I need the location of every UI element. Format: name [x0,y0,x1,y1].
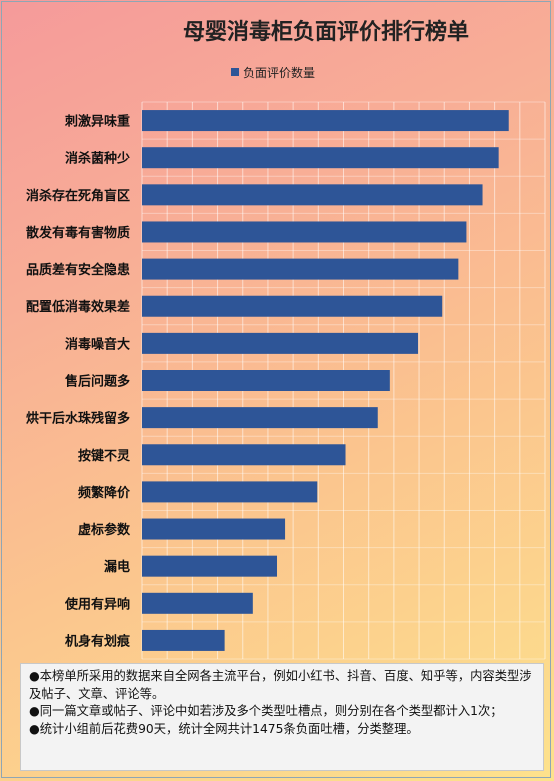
category-label: 使用有异响 [64,596,130,612]
bar [142,444,346,466]
bar [142,629,225,651]
category-label: 散发有毒有害物质 [26,225,130,241]
category-label: 刺激异味重 [65,114,130,130]
chart-title: 母婴消毒柜负面评价排行榜单 [183,19,469,45]
bar [142,147,499,169]
legend-label: 负面评价数量 [243,65,315,80]
bar [142,592,253,614]
bar [142,518,286,540]
bars [142,110,509,651]
category-label: 虚标参数 [78,522,131,538]
category-label: 消杀存在死角盲区 [26,188,130,204]
category-label: 配置低消毒效果差 [26,299,130,315]
category-label: 消杀菌种少 [65,151,130,167]
bar [142,555,278,577]
bar [142,184,483,206]
bar [142,370,390,391]
category-label: 品质差有安全隐患 [26,262,130,278]
category-label: 按键不灵 [78,448,131,464]
bar [142,481,318,503]
category-labels: 刺激异味重消杀菌种少消杀存在死角盲区散发有毒有害物质品质差有安全隐患配置低消毒效… [26,114,131,650]
category-label: 漏电 [104,559,130,575]
category-label: 售后问题多 [65,374,130,390]
bar [142,407,378,429]
note-1: ●本榜单所采用的数据来自全网各主流平台，例如小红书、抖音、百度、知乎等，内容类型… [29,669,532,701]
legend-swatch [231,68,239,76]
note-3: ●统计小组前后花费90天，统计全网共计1475条负面吐槽，分类整理。 [29,721,419,736]
category-label: 机身有划痕 [65,633,131,649]
bar [142,332,419,354]
category-label: 频繁降价 [78,485,131,501]
notes-box: ●本榜单所采用的数据来自全网各主流平台，例如小红书、抖音、百度、知乎等，内容类型… [20,663,544,771]
bar [142,221,467,243]
category-label: 消毒噪音大 [65,336,130,352]
note-2: ●同一篇文章或帖子、评论中如若涉及多个类型吐槽点，则分别在各个类型都计入1次； [29,704,503,718]
category-label: 烘干后水珠残留多 [26,411,130,427]
bar [142,295,443,317]
bar [142,258,459,280]
bar [142,110,509,132]
